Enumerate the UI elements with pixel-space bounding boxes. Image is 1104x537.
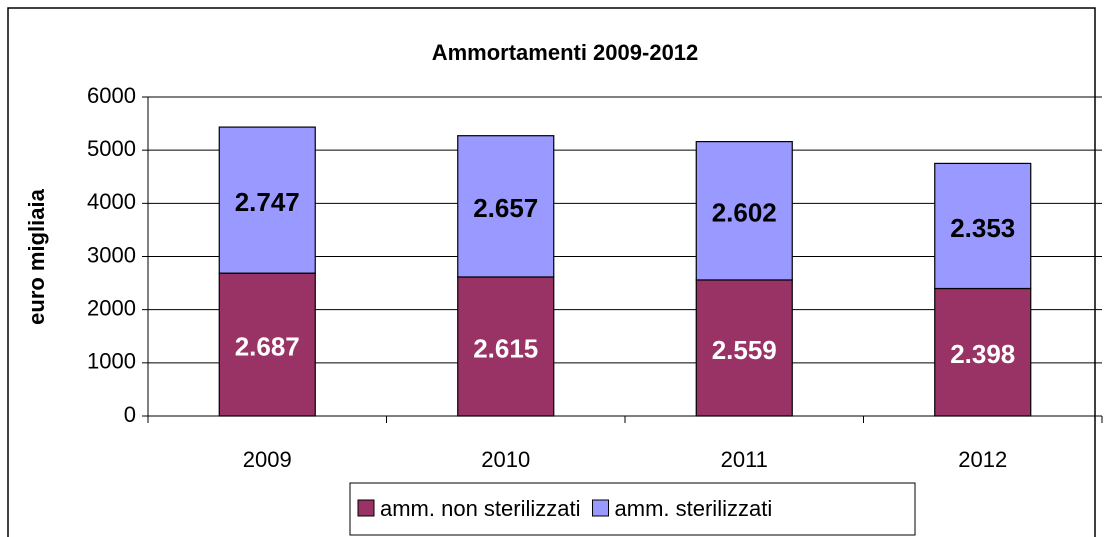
legend-label: amm. sterilizzati [615, 496, 773, 521]
chart-title: Ammortamenti 2009-2012 [432, 40, 699, 65]
data-label: 2.602 [712, 198, 777, 228]
legend-label: amm. non sterilizzati [380, 496, 581, 521]
bar-segment [218, 126, 316, 274]
bar-segment [934, 287, 1032, 417]
data-label: 2.747 [235, 187, 300, 217]
bar-segment [695, 141, 793, 281]
x-tick-label: 2011 [721, 447, 768, 472]
bar-segment [695, 279, 793, 417]
y-tick-label: 2000 [87, 295, 136, 320]
x-tick-label: 2009 [243, 447, 292, 472]
data-label: 2.687 [235, 331, 300, 361]
data-label: 2.615 [473, 333, 538, 363]
y-tick-label: 1000 [87, 349, 136, 374]
x-tick-label: 2010 [481, 447, 530, 472]
data-label: 2.657 [473, 193, 538, 223]
legend-box [349, 482, 916, 536]
data-label: 2.353 [950, 213, 1015, 243]
y-tick-label: 6000 [87, 83, 136, 108]
bar-segment [457, 135, 555, 278]
data-label: 2.559 [712, 335, 777, 365]
data-label: 2.398 [950, 339, 1015, 369]
x-tick-label: 2012 [958, 447, 1007, 472]
bar-segment [218, 272, 316, 417]
y-tick-label: 5000 [87, 136, 136, 161]
chart-border [7, 7, 1096, 537]
y-axis-label: euro migliaia [24, 188, 49, 324]
y-tick-label: 0 [124, 402, 136, 427]
legend-swatch [357, 499, 375, 517]
bar-segment [934, 162, 1032, 290]
y-tick-label: 3000 [87, 242, 136, 267]
legend-swatch [592, 499, 610, 517]
y-tick-label: 4000 [87, 189, 136, 214]
